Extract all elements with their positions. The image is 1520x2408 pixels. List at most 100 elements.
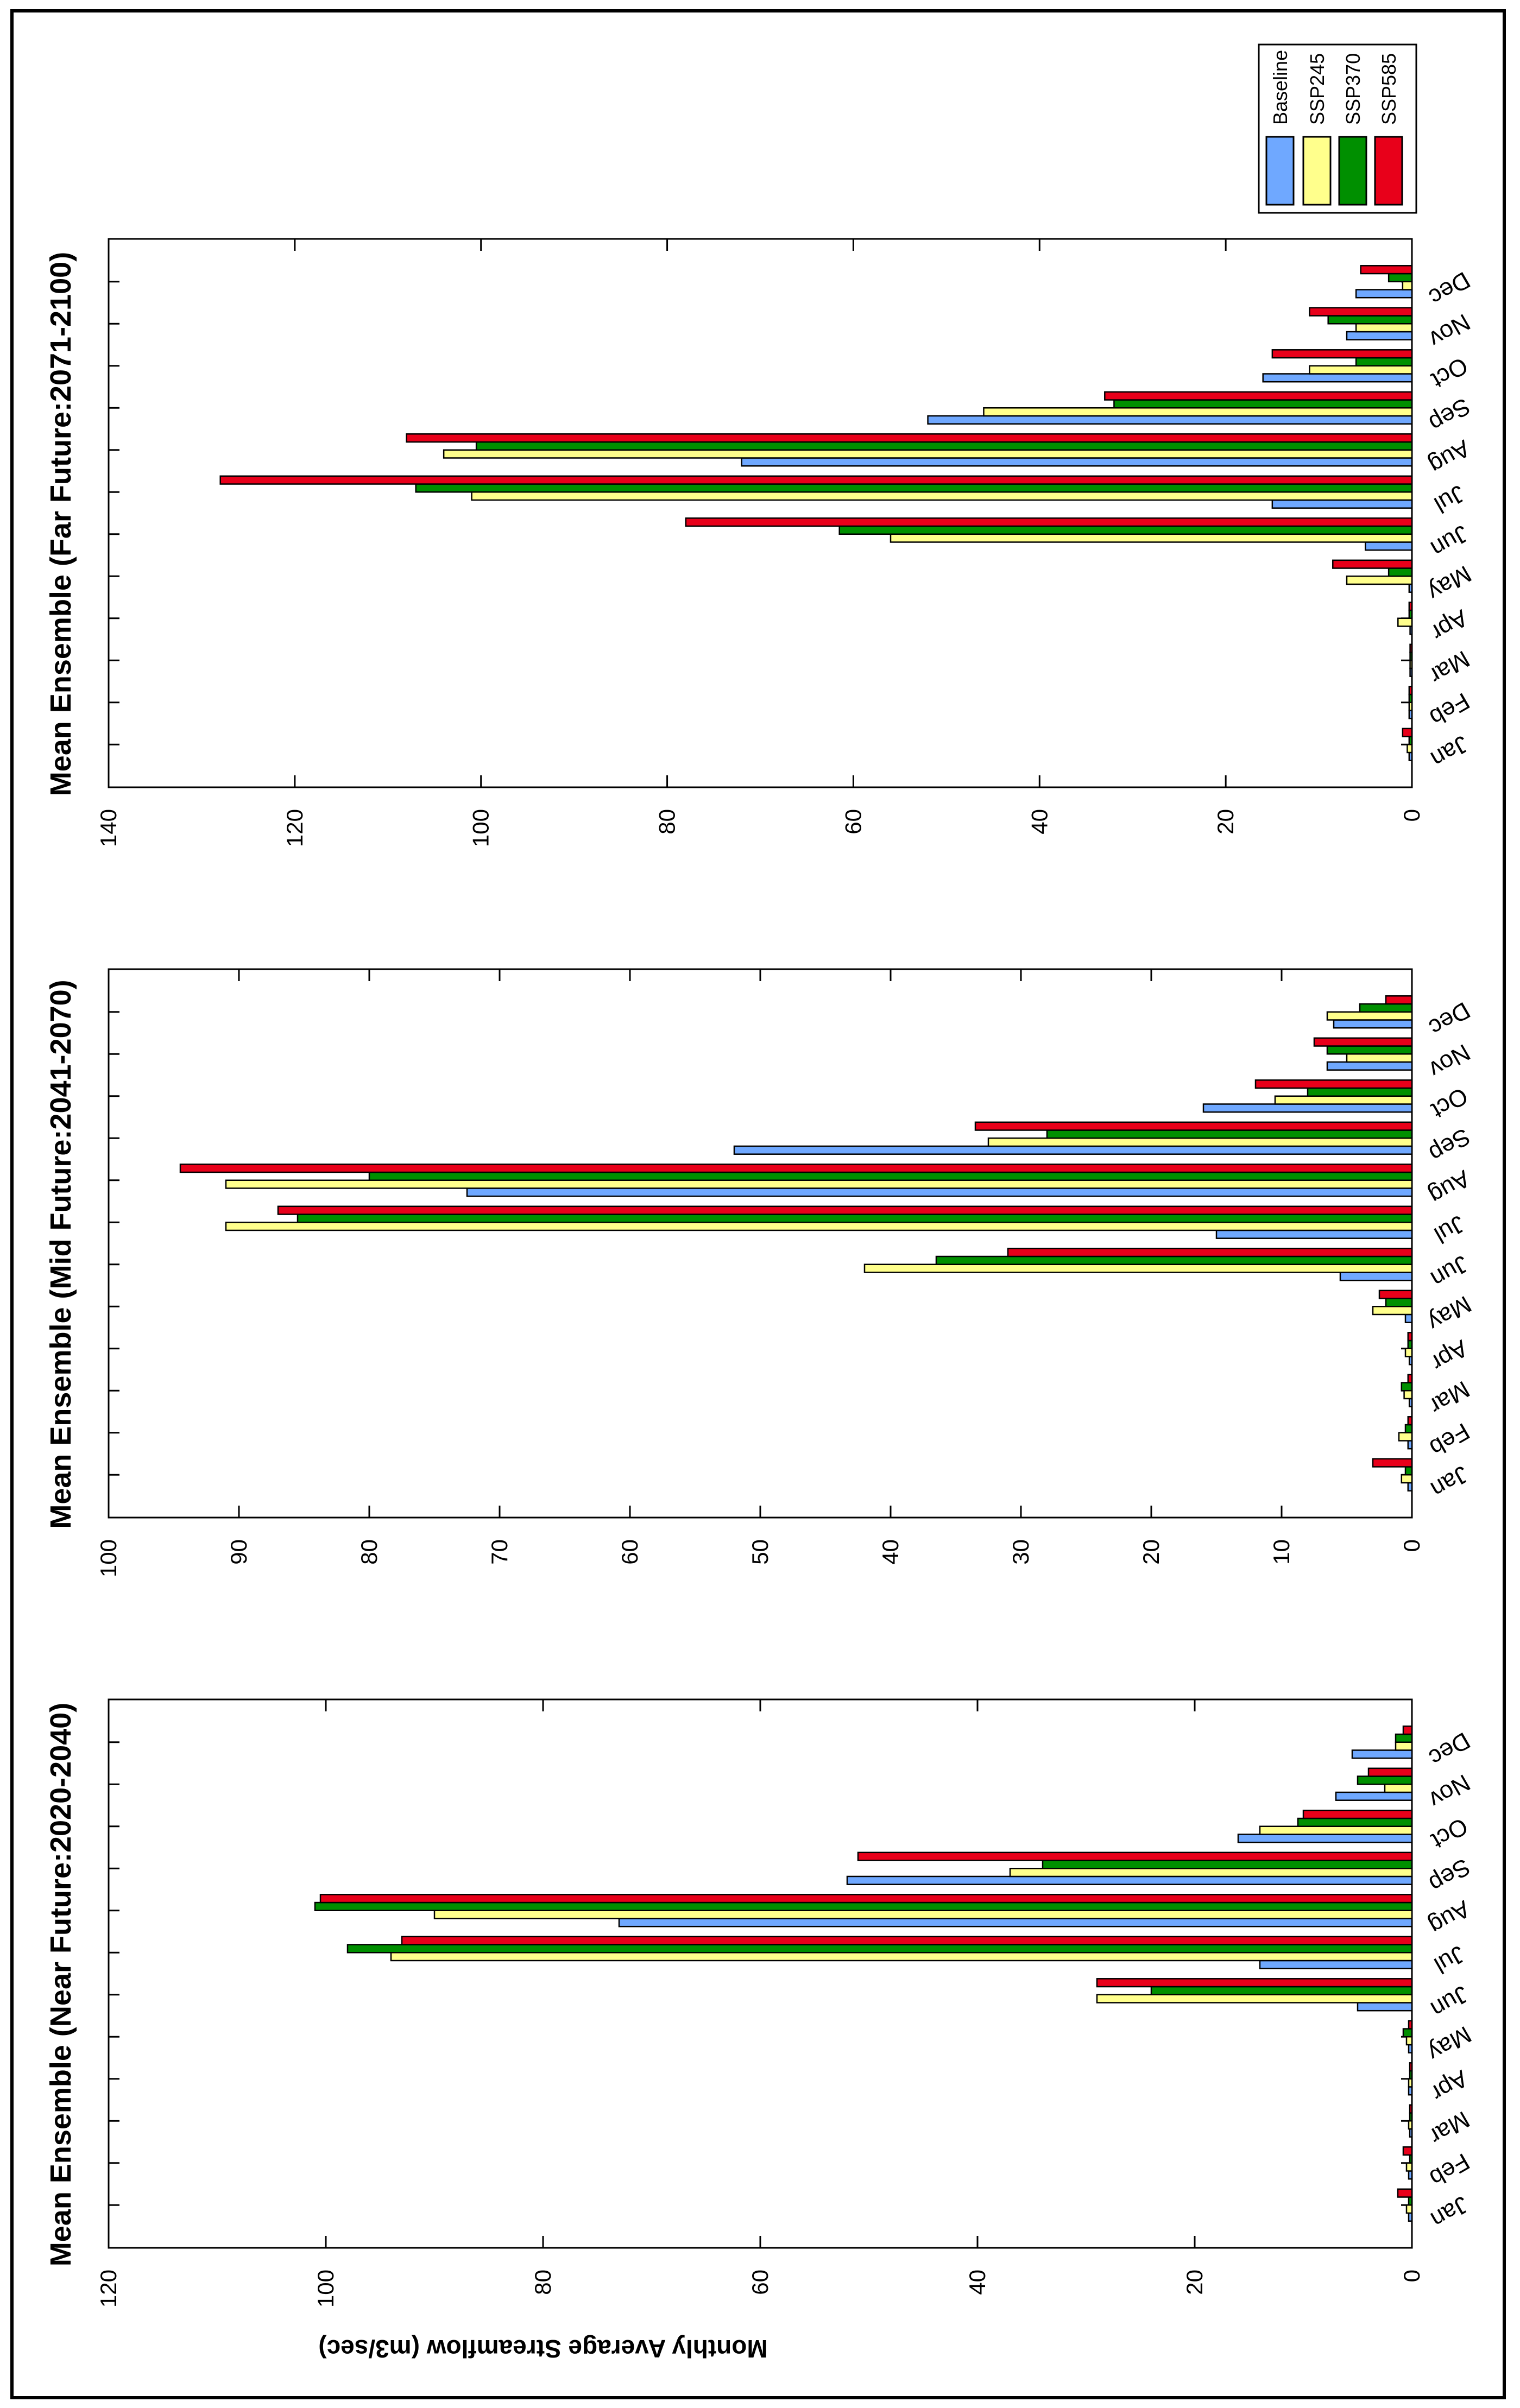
bar-baseline-jan [1408, 2212, 1413, 2222]
value-tick-label: 70 [487, 1539, 512, 1565]
bar-ssp370-jun [935, 1255, 1413, 1265]
bar-ssp370-aug [475, 441, 1413, 451]
bar-ssp245-feb [1408, 701, 1413, 711]
bar-ssp585-nov [1309, 307, 1413, 317]
bar-baseline-apr [1409, 625, 1413, 635]
bar-ssp245-sep [983, 407, 1413, 417]
bar-ssp585-oct [1254, 1079, 1413, 1089]
bar-ssp370-feb [1409, 2154, 1413, 2164]
bar-baseline-apr [1408, 2086, 1413, 2096]
bar-ssp585-sep [857, 1851, 1413, 1861]
bar-ssp370-feb [1408, 693, 1413, 704]
value-tick-label: 20 [1138, 1539, 1164, 1565]
bar-baseline-aug [466, 1187, 1413, 1197]
bar-ssp370-apr [1408, 609, 1413, 620]
category-label-may: May [1423, 1291, 1475, 1336]
value-tick-label: 60 [617, 1539, 642, 1565]
bar-ssp245-apr [1404, 1348, 1413, 1357]
bar-baseline-may [1408, 2044, 1413, 2053]
bar-ssp585-jul [219, 475, 1413, 485]
bar-baseline-mar [1409, 2128, 1413, 2138]
category-label-jan: Jan [1426, 2191, 1473, 2233]
bar-baseline-oct [1262, 373, 1413, 383]
bar-baseline-jun [1365, 541, 1413, 551]
value-tick-label: 80 [530, 2270, 556, 2295]
bar-ssp585-jan [1402, 728, 1413, 737]
category-label-may: May [1423, 2021, 1475, 2066]
legend-swatch-ssp370 [1338, 136, 1367, 206]
value-tick-label: 100 [313, 2270, 338, 2308]
legend-item-ssp370: SSP370 [1338, 53, 1367, 206]
bar-baseline-aug [618, 1918, 1413, 1927]
bar-ssp585-dec [1402, 1726, 1413, 1735]
legend-swatch-baseline [1265, 136, 1295, 206]
bar-baseline-oct [1237, 1834, 1413, 1843]
legend: Baseline SSP245 SSP370 SSP585 [1258, 43, 1417, 214]
bar-ssp370-apr [1407, 1339, 1413, 1349]
bar-ssp370-apr [1409, 2070, 1413, 2080]
bar-ssp585-may [1378, 1290, 1413, 1299]
bar-ssp370-jun [1150, 1986, 1413, 1995]
bar-ssp245-jun [890, 533, 1413, 543]
bar-ssp585-jul [401, 1936, 1413, 1945]
value-tick-label: 30 [1008, 1539, 1033, 1565]
bar-baseline-jul [1215, 1229, 1413, 1239]
legend-label-ssp245: SSP245 [1306, 53, 1328, 125]
bar-ssp585-jun [1007, 1248, 1413, 1257]
bar-baseline-nov [1346, 331, 1413, 340]
category-label-may: May [1423, 560, 1475, 606]
bar-ssp585-nov [1313, 1037, 1413, 1047]
bar-ssp370-jan [1408, 2196, 1413, 2206]
bar-ssp585-dec [1385, 995, 1413, 1005]
bar-ssp245-jun [1096, 1994, 1413, 2003]
bar-baseline-oct [1202, 1103, 1413, 1113]
bar-ssp245-feb [1405, 2162, 1413, 2172]
y-axis-label: Monthly Average Streamflow (m3/sec) [318, 2335, 767, 2363]
bar-baseline-sep [846, 1875, 1413, 1885]
bar-ssp245-oct [1259, 1825, 1413, 1835]
value-tick-label: 0 [1399, 1539, 1424, 1552]
bar-ssp585-jun [1096, 1978, 1413, 1988]
category-label-apr: Apr [1427, 2065, 1472, 2107]
bar-ssp245-jun [863, 1263, 1413, 1273]
bar-ssp585-mar [1409, 2104, 1413, 2114]
bar-ssp370-jan [1404, 1466, 1413, 1476]
value-tick-label: 120 [282, 809, 307, 847]
legend-item-baseline: Baseline [1265, 50, 1295, 206]
bar-ssp370-nov [1326, 1045, 1413, 1055]
chart-panel-3: 0 20 40 60 80 100 120 140 JanFebMarAprMayJunJulA… [45, 238, 1475, 847]
bar-baseline-mar [1408, 1398, 1413, 1407]
value-tick-label: 80 [356, 1539, 382, 1565]
bar-baseline-jan [1407, 1482, 1413, 1491]
bar-ssp370-nov [1357, 1775, 1413, 1785]
bar-ssp370-nov [1327, 315, 1413, 325]
bar-ssp370-mar [1401, 1382, 1413, 1392]
category-label-jun: Jun [1426, 1250, 1473, 1292]
legend-label-ssp585: SSP585 [1378, 53, 1400, 125]
value-tick-label: 40 [1026, 809, 1052, 835]
category-label-jun: Jun [1426, 1980, 1473, 2023]
chart-panels: 020406080100120JanFebMarAprMayJunJulAugS… [45, 238, 1475, 2308]
chart-panel-1: 0 20 40 60 80 100 120 JanFebMarAprMayJunJulAugS… [45, 1698, 1475, 2308]
bar-ssp370-dec [1387, 273, 1413, 282]
value-tick-label: 50 [747, 1539, 773, 1565]
plot-area [108, 968, 1413, 1519]
bar-ssp245-nov [1355, 323, 1413, 333]
bar-ssp370-aug [368, 1171, 1413, 1181]
bar-ssp245-jan [1401, 1474, 1413, 1484]
bar-ssp585-apr [1409, 2062, 1413, 2072]
bar-baseline-jan [1408, 751, 1413, 761]
category-label-nov: Nov [1424, 1039, 1474, 1083]
category-label-nov: Nov [1424, 308, 1474, 353]
bar-ssp370-jul [346, 1944, 1413, 1954]
category-label-dec: Dec [1424, 997, 1474, 1041]
bar-ssp585-aug [319, 1894, 1413, 1904]
bar-ssp245-oct [1309, 365, 1413, 375]
category-label-jul: Jul [1430, 1210, 1469, 1249]
category-label-dec: Dec [1424, 267, 1474, 311]
bar-ssp245-may [1372, 1306, 1413, 1316]
bar-ssp370-oct [1355, 357, 1413, 367]
category-label-sep: Sep [1424, 1853, 1474, 1898]
bar-baseline-feb [1408, 2170, 1413, 2180]
